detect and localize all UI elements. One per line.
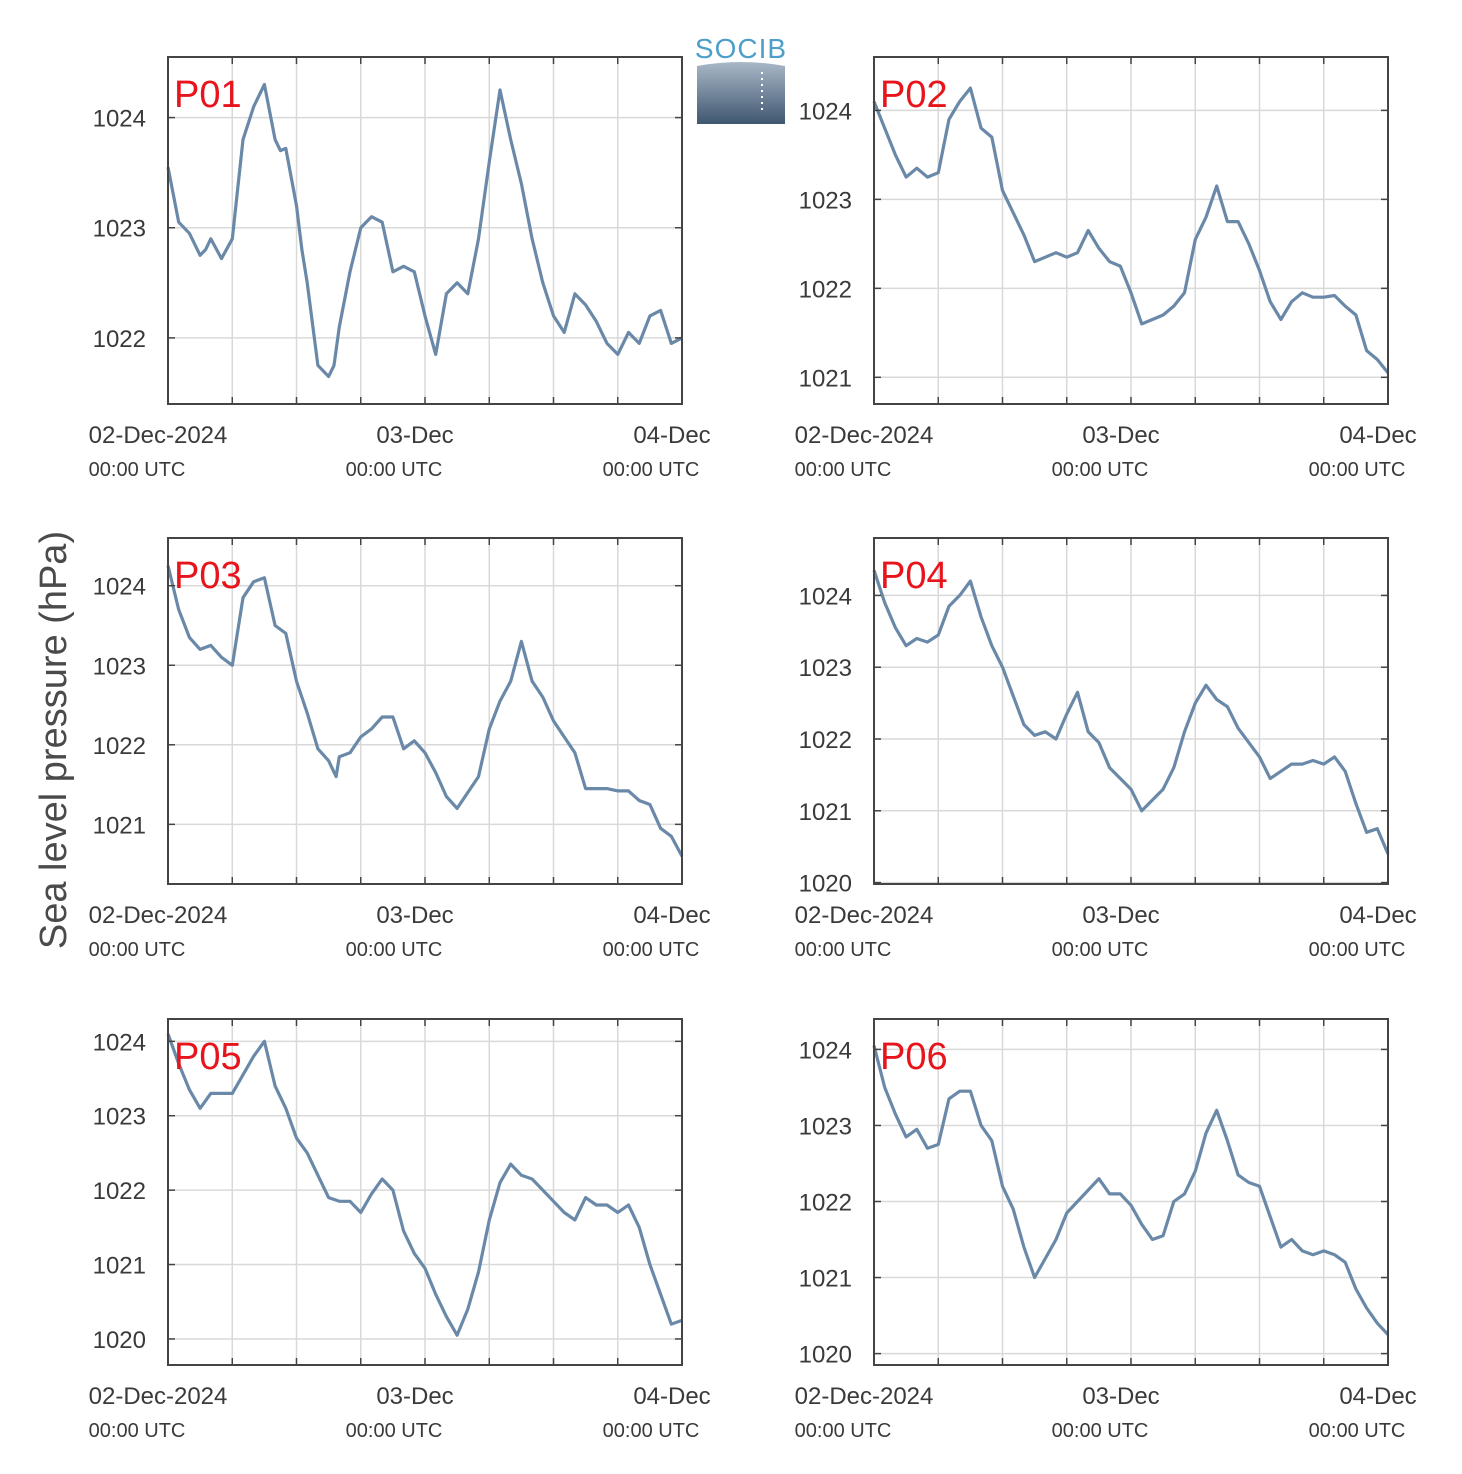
x-tick-sublabel: 00:00 UTC (603, 939, 700, 961)
y-tick-label: 1023 (93, 653, 146, 680)
x-tick-label: 03-Dec (376, 902, 453, 929)
x-tick-label: 03-Dec (1082, 902, 1159, 929)
x-tick-label: 03-Dec (376, 422, 453, 449)
x-tick-sublabel: 00:00 UTC (1052, 939, 1149, 961)
x-tick-label: 04-Dec (1339, 1383, 1416, 1410)
y-tick-label: 1022 (93, 1178, 146, 1205)
y-tick-label: 1023 (799, 1113, 852, 1140)
x-tick-label: 04-Dec (633, 1383, 710, 1410)
x-tick-label: 04-Dec (1339, 902, 1416, 929)
x-tick-label: 04-Dec (1339, 422, 1416, 449)
y-tick-label: 1020 (799, 1342, 852, 1369)
y-axis-label: Sea level pressure (hPa) (33, 531, 75, 949)
panel-p03: 1021 1022 1023 1024 02-Dec-2024 00:00 UTC 03-D… (89, 537, 711, 961)
x-tick-sublabel: 00:00 UTC (346, 939, 443, 961)
y-tick-label: 1024 (799, 583, 852, 610)
x-tick-sublabel: 00:00 UTC (603, 1420, 700, 1442)
y-tick-label: 1024 (799, 98, 852, 125)
y-tick-label: 1024 (93, 106, 146, 133)
x-tick-sublabel: 00:00 UTC (346, 1420, 443, 1442)
series-line (166, 565, 684, 857)
x-tick-sublabel: 00:00 UTC (346, 459, 443, 481)
y-tick-label: 1024 (93, 1029, 146, 1056)
x-tick-label: 02-Dec-2024 (795, 1383, 934, 1410)
x-tick-sublabel: 00:00 UTC (1052, 459, 1149, 481)
x-tick-label: 03-Dec (376, 1383, 453, 1410)
panel-p02: 1021 1022 1023 1024 02-Dec-2024 00:00 UTC 03-D… (795, 56, 1417, 481)
panel-title: P05 (174, 1036, 242, 1078)
x-tick-label: 02-Dec-2024 (89, 422, 228, 449)
y-tick-label: 1020 (799, 871, 852, 898)
y-tick-label: 1021 (93, 812, 146, 839)
panel-title: P01 (174, 74, 242, 116)
panel-title: P03 (174, 555, 242, 597)
x-tick-label: 02-Dec-2024 (795, 902, 934, 929)
panel-p01: 1022 1023 1024 02-Dec-2024 00:00 UTC 03-Dec 00… (89, 56, 711, 481)
series-line (872, 1045, 1390, 1336)
y-tick-label: 1021 (799, 365, 852, 392)
y-tick-label: 1022 (799, 1190, 852, 1217)
series-line (166, 82, 683, 379)
x-tick-sublabel: 00:00 UTC (1309, 1420, 1406, 1442)
x-tick-sublabel: 00:00 UTC (795, 459, 892, 481)
x-tick-sublabel: 00:00 UTC (1052, 1420, 1149, 1442)
y-tick-label: 1023 (799, 187, 852, 214)
x-tick-sublabel: 00:00 UTC (603, 459, 700, 481)
x-tick-sublabel: 00:00 UTC (1309, 939, 1406, 961)
x-tick-label: 02-Dec-2024 (795, 422, 934, 449)
y-tick-label: 1023 (799, 655, 852, 682)
y-tick-label: 1022 (93, 733, 146, 760)
y-tick-label: 1022 (93, 326, 146, 353)
y-tick-label: 1021 (799, 799, 852, 826)
panel-p05: 1020 1021 1022 1023 1024 02-Dec-2024 00:00 UTC… (89, 1018, 711, 1442)
logo-text: SOCIB (695, 33, 787, 64)
x-tick-label: 04-Dec (633, 422, 710, 449)
x-tick-sublabel: 00:00 UTC (89, 459, 186, 481)
panel-title: P02 (880, 74, 948, 116)
series-line (872, 569, 1390, 855)
y-tick-label: 1024 (93, 574, 146, 601)
panel-title: P04 (880, 555, 948, 597)
x-tick-label: 02-Dec-2024 (89, 1383, 228, 1410)
x-tick-sublabel: 00:00 UTC (1309, 459, 1406, 481)
x-tick-label: 03-Dec (1082, 1383, 1159, 1410)
x-tick-sublabel: 00:00 UTC (795, 939, 892, 961)
y-tick-label: 1021 (93, 1253, 146, 1280)
y-tick-label: 1022 (799, 727, 852, 754)
x-tick-label: 03-Dec (1082, 422, 1159, 449)
panel-p04: 1020 1021 1022 1023 1024 02-Dec-2024 00:00 UTC… (795, 537, 1417, 961)
x-tick-label: 02-Dec-2024 (89, 902, 228, 929)
x-tick-label: 04-Dec (633, 902, 710, 929)
logo-wave-icon (697, 62, 785, 124)
socib-logo: SOCIB (695, 33, 787, 124)
y-tick-label: 1020 (93, 1327, 146, 1354)
x-tick-sublabel: 00:00 UTC (795, 1420, 892, 1442)
x-tick-sublabel: 00:00 UTC (89, 1420, 186, 1442)
panel-title: P06 (880, 1036, 948, 1078)
y-tick-label: 1023 (93, 216, 146, 243)
x-tick-sublabel: 00:00 UTC (89, 939, 186, 961)
series-line (166, 1033, 683, 1337)
y-tick-label: 1023 (93, 1104, 146, 1131)
y-tick-label: 1024 (799, 1037, 852, 1064)
series-line (872, 86, 1390, 374)
y-tick-label: 1021 (799, 1266, 852, 1293)
y-tick-label: 1022 (799, 276, 852, 303)
panel-p06: 1020 1021 1022 1023 1024 02-Dec-2024 00:00 UTC… (795, 1018, 1417, 1442)
